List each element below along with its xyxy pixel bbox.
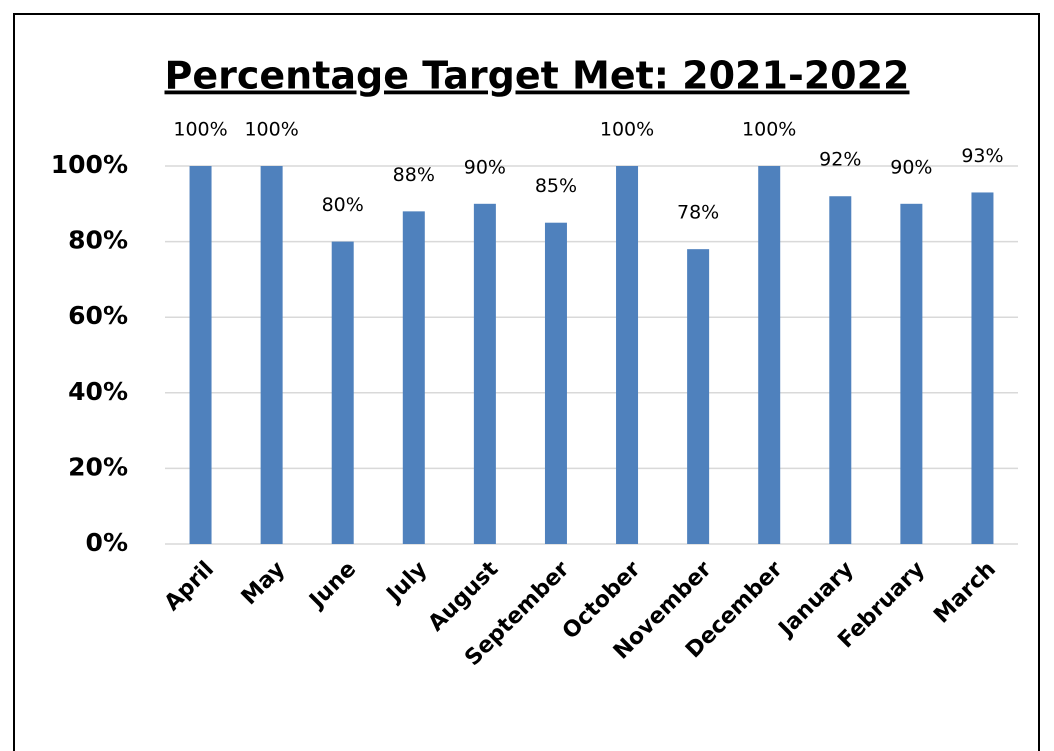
value-label: 92% [819,149,861,171]
value-label: 100% [244,119,298,141]
value-label: 78% [677,202,719,224]
y-tick-label: 60% [68,301,128,330]
y-tick-label: 0% [86,528,128,557]
value-label: 85% [535,175,577,197]
bar [829,196,852,545]
chart-border [13,13,1040,751]
x-tick-label: July [381,557,432,608]
bar [189,166,212,544]
y-tick-label: 80% [68,226,128,255]
value-label: 100% [600,119,654,141]
bar [758,166,781,544]
value-label: 100% [742,119,796,141]
bar [900,203,923,545]
bar [402,211,425,545]
value-label: 100% [173,119,227,141]
bar [687,249,710,544]
bar [616,166,639,544]
y-tick-label: 100% [51,150,128,179]
value-label: 90% [890,156,932,178]
x-tick-label: May [237,557,290,610]
y-tick-label: 40% [68,377,128,406]
bar [971,192,994,544]
value-label: 90% [464,156,506,178]
value-label: 93% [961,145,1003,167]
x-tick-label: March [929,557,1001,629]
chart-title: Percentage Target Met: 2021-2022 [165,54,910,98]
bar [331,241,354,544]
x-tick-label: April [160,557,219,616]
y-tick-label: 20% [68,452,128,481]
bar [260,166,283,544]
bar [544,222,567,544]
x-tick-label: June [304,557,362,615]
value-label: 80% [322,194,364,216]
value-label: 88% [393,164,435,186]
bar [473,203,496,545]
